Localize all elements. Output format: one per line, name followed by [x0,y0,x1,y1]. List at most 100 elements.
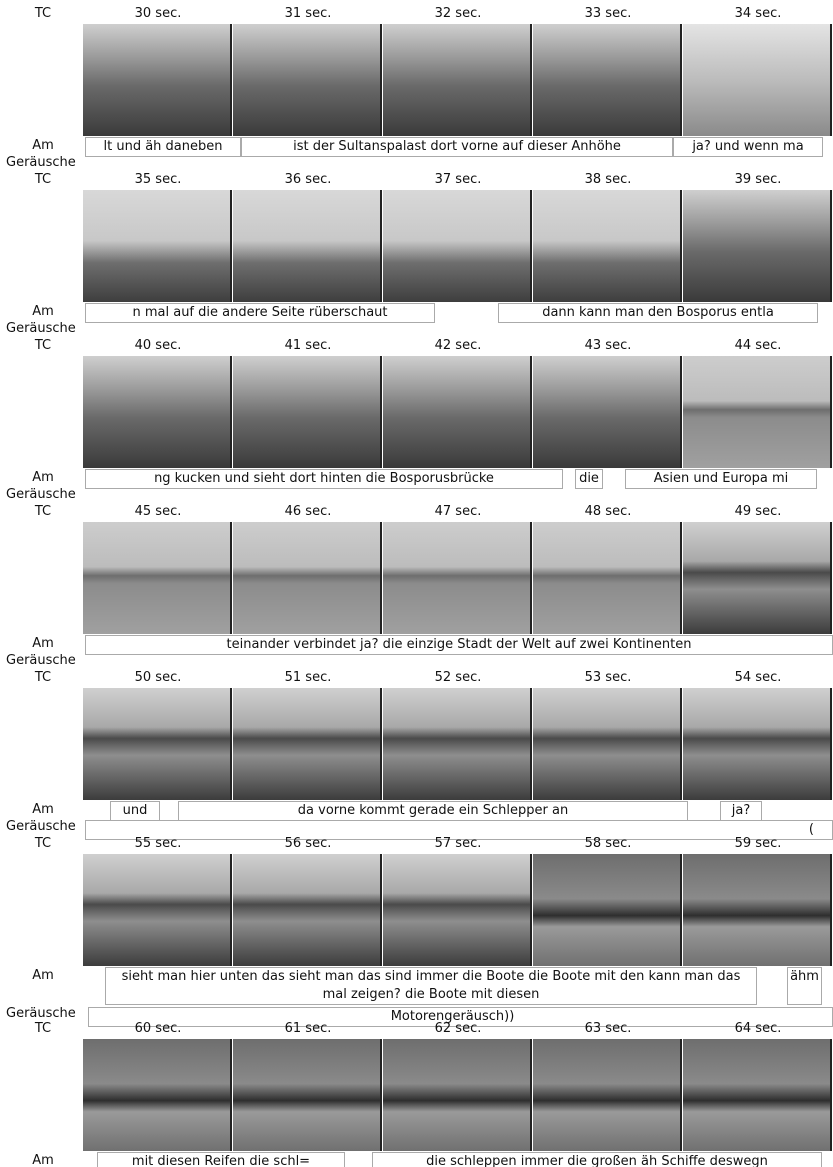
noise-label: Geräusche [6,653,76,668]
video-frame [233,356,382,468]
am-segment: die schleppen immer die großen äh Schiff… [372,1152,822,1167]
am-label: Am [32,636,54,651]
video-frame [533,24,682,136]
tc-label: TC [34,836,52,851]
video-frame [533,1039,682,1151]
tc-label: TC [34,6,52,21]
tc-label: TC [34,1021,52,1036]
time-label: 43 sec. [584,338,632,353]
time-label: 36 sec. [284,172,332,187]
video-frame [533,190,682,302]
video-frame [383,522,532,634]
time-label: 54 sec. [734,670,782,685]
time-label: 49 sec. [734,504,782,519]
am-segment: Asien und Europa mi [625,469,817,489]
video-frame [683,356,832,468]
video-frame [533,688,682,800]
tc-label: TC [34,338,52,353]
am-label: Am [32,304,54,319]
noise-label: Geräusche [6,155,76,170]
time-label: 63 sec. [584,1021,632,1036]
video-frame [383,24,532,136]
time-label: 45 sec. [134,504,182,519]
video-frame [83,854,232,966]
am-segment: dann kann man den Bosporus entla [498,303,818,323]
video-frame [233,522,382,634]
video-frame [383,190,532,302]
time-label: 56 sec. [284,836,332,851]
time-label: 41 sec. [284,338,332,353]
am-segment: lt und äh daneben [85,137,241,157]
video-frame [83,190,232,302]
am-segment: n mal auf die andere Seite rüberschaut [85,303,435,323]
am-segment: die [575,469,603,489]
am-segment: ng kucken und sieht dort hinten die Bosp… [85,469,563,489]
video-frame [233,688,382,800]
time-label: 47 sec. [434,504,482,519]
am-segment: ja? [720,801,762,821]
video-frame [83,1039,232,1151]
video-frame [383,356,532,468]
video-frame [383,688,532,800]
video-frame [233,24,382,136]
video-frame [83,688,232,800]
time-label: 51 sec. [284,670,332,685]
noise-label: Geräusche [6,1006,76,1021]
time-label: 57 sec. [434,836,482,851]
time-label: 50 sec. [134,670,182,685]
time-label: 59 sec. [734,836,782,851]
time-label: 60 sec. [134,1021,182,1036]
time-label: 33 sec. [584,6,632,21]
video-frame [233,190,382,302]
am-segment: sieht man hier unten das sieht man das s… [105,967,757,1005]
noise-segment: Motorengeräusch)) [88,1007,833,1027]
am-segment: mit diesen Reifen die schl= [97,1152,345,1167]
am-segment: ja? und wenn ma [673,137,823,157]
time-label: 48 sec. [584,504,632,519]
noise-label: Geräusche [6,819,76,834]
video-frame [683,688,832,800]
noise-label: Geräusche [6,487,76,502]
time-label: 37 sec. [434,172,482,187]
time-label: 38 sec. [584,172,632,187]
time-label: 40 sec. [134,338,182,353]
video-frame [533,522,682,634]
video-frame [533,854,682,966]
time-label: 34 sec. [734,6,782,21]
am-label: Am [32,802,54,817]
time-label: 31 sec. [284,6,332,21]
time-label: 32 sec. [434,6,482,21]
video-frame [683,190,832,302]
am-segment: ähm [787,967,822,1005]
video-frame [233,1039,382,1151]
video-frame [533,356,682,468]
time-label: 61 sec. [284,1021,332,1036]
video-frame [683,24,832,136]
time-label: 62 sec. [434,1021,482,1036]
am-segment: teinander verbindet ja? die einzige Stad… [85,635,833,655]
time-label: 44 sec. [734,338,782,353]
time-label: 46 sec. [284,504,332,519]
tc-label: TC [34,504,52,519]
time-label: 58 sec. [584,836,632,851]
video-frame [383,1039,532,1151]
time-label: 64 sec. [734,1021,782,1036]
am-label: Am [32,470,54,485]
time-label: 42 sec. [434,338,482,353]
video-frame [233,854,382,966]
time-label: 52 sec. [434,670,482,685]
tc-label: TC [34,172,52,187]
video-frame [83,522,232,634]
am-segment: da vorne kommt gerade ein Schlepper an [178,801,688,821]
am-label: Am [32,1153,54,1167]
video-frame [683,854,832,966]
time-label: 39 sec. [734,172,782,187]
am-label: Am [32,968,54,983]
time-label: 53 sec. [584,670,632,685]
video-frame [383,854,532,966]
am-segment: und [110,801,160,821]
video-frame [683,522,832,634]
tc-label: TC [34,670,52,685]
time-label: 35 sec. [134,172,182,187]
